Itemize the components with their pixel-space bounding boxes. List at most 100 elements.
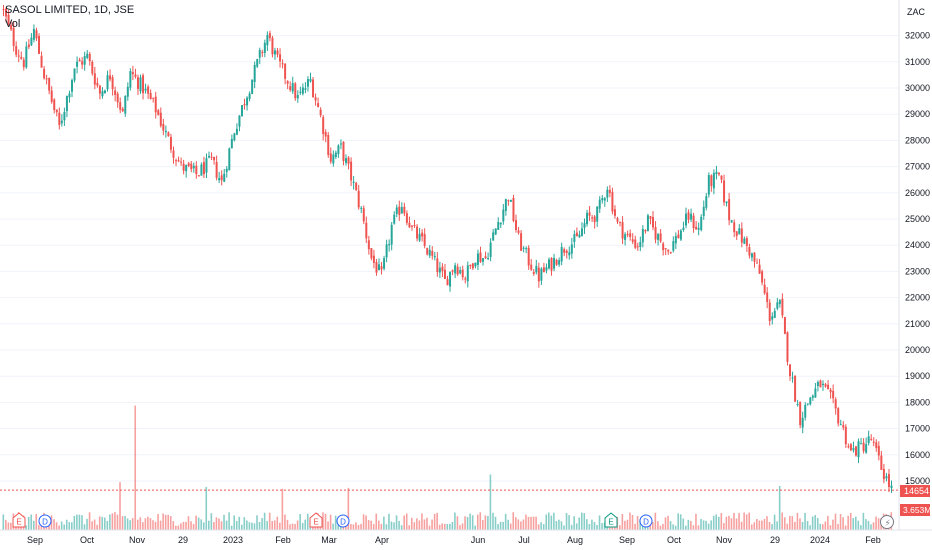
volume-bar: [563, 525, 565, 530]
volume-bar: [218, 518, 220, 530]
volume-bar: [119, 482, 121, 530]
candle-body: [466, 265, 469, 282]
volume-bar: [738, 513, 740, 530]
volume-bar: [294, 523, 296, 530]
candle-body: [126, 86, 129, 97]
candle-body: [608, 189, 611, 193]
candle-body: [190, 163, 193, 170]
volume-bar: [103, 517, 106, 530]
volume-bar: [750, 524, 753, 530]
volume-bar: [438, 524, 441, 530]
candle-body: [357, 190, 360, 208]
candle-body: [53, 99, 56, 111]
earnings-marker[interactable]: E: [12, 512, 26, 528]
earnings-marker[interactable]: E: [604, 512, 618, 528]
volume-bar: [624, 520, 626, 530]
volume-bar: [182, 521, 185, 530]
symbol-title[interactable]: SASOL LIMITED, 1D, JSE: [5, 4, 135, 16]
volume-indicator-label[interactable]: Vol: [5, 18, 21, 30]
earnings-marker[interactable]: E: [309, 512, 323, 528]
volume-bar: [649, 524, 652, 530]
volume-bar: [251, 522, 253, 530]
candle-body: [263, 42, 266, 53]
svg-text:E: E: [16, 518, 21, 527]
volume-bar: [550, 515, 553, 530]
volume-bar: [233, 515, 235, 530]
candle-body: [281, 63, 284, 65]
candle-body: [558, 260, 561, 265]
candle-body: [844, 426, 847, 445]
candle-body: [271, 37, 274, 55]
dividend-marker[interactable]: D: [38, 514, 52, 528]
candle-body: [811, 395, 814, 398]
candle-body: [142, 75, 145, 94]
candle-body: [690, 213, 693, 220]
volume-bar: [454, 512, 456, 530]
candle-body: [547, 259, 550, 269]
candle-body: [258, 49, 261, 58]
candle-body: [413, 225, 416, 227]
candle-body: [220, 175, 223, 181]
candle-body: [398, 206, 401, 215]
volume-bar: [476, 514, 479, 530]
volume-bar: [867, 520, 870, 530]
volume-bar: [332, 523, 334, 530]
volume-bar: [636, 515, 639, 530]
volume-bar: [629, 512, 631, 530]
price-axis[interactable]: 15000 16000 17000 18000 19000 20000 21000 22000…: [905, 31, 930, 486]
price-tick-label: 31000: [905, 57, 930, 67]
volume-bar: [410, 517, 413, 530]
volume-bar: [273, 520, 276, 530]
volume-bar: [839, 514, 842, 530]
time-axis[interactable]: Sep Oct Nov 29 2023 Feb Mar Apr Jun Jul Aug Sep Oct N…: [27, 535, 881, 545]
candle-body: [580, 228, 583, 236]
candle-body: [852, 448, 855, 451]
volume-bar: [400, 525, 403, 530]
volume-bar: [504, 513, 507, 530]
candle-body: [81, 61, 84, 65]
dividend-marker[interactable]: D: [639, 514, 653, 528]
volume-series: [2, 405, 893, 530]
candle-body: [15, 46, 18, 55]
price-tick-label: 29000: [905, 109, 930, 119]
dividend-marker[interactable]: D: [336, 514, 350, 528]
volume-bar: [149, 518, 152, 530]
candle-body: [778, 300, 781, 305]
candle-body: [208, 155, 211, 158]
candle-body: [299, 91, 302, 93]
candle-body: [502, 209, 505, 222]
volume-bar: [804, 512, 806, 530]
volume-bar: [837, 523, 839, 530]
volume-bar: [126, 518, 129, 530]
volume-bar: [690, 520, 692, 530]
candle-body: [527, 247, 530, 266]
time-tick-label: Oct: [80, 535, 95, 545]
volume-bar: [357, 524, 360, 530]
candle-body: [695, 226, 698, 230]
candle-body: [228, 148, 231, 171]
candle-body: [65, 96, 68, 112]
volume-bar: [672, 524, 674, 530]
volume-bar: [10, 522, 12, 530]
candle-body: [687, 212, 690, 220]
candle-body: [12, 27, 15, 46]
time-tick-label: Sep: [619, 535, 635, 545]
candle-body: [446, 279, 449, 286]
volume-bar: [116, 514, 119, 530]
volume-bar: [154, 521, 157, 530]
volume-bar: [601, 523, 603, 530]
volume-bar: [667, 515, 669, 530]
flash-icon[interactable]: ⚡: [880, 515, 894, 530]
candle-body: [882, 468, 885, 480]
candle-body: [814, 388, 817, 398]
candle-body: [517, 230, 520, 233]
candle-body: [185, 164, 188, 172]
volume-bar: [575, 523, 578, 530]
candle-body: [372, 255, 375, 263]
volume-bar: [322, 512, 324, 530]
candle-body: [890, 485, 893, 489]
candle-body: [578, 234, 581, 238]
last-price-tag: 14654: [900, 485, 930, 497]
